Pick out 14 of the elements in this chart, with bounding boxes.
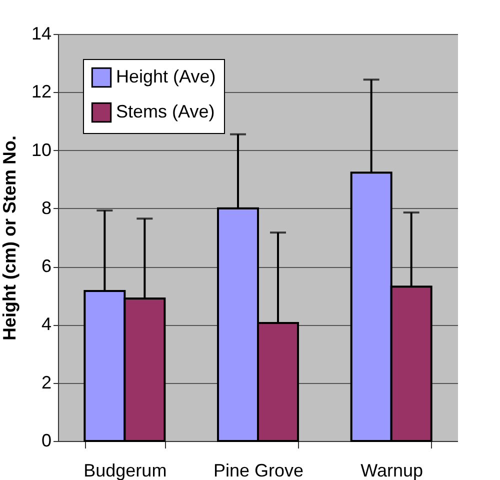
x-tick-label: Pine Grove — [213, 460, 304, 480]
y-tick-label: 14 — [31, 24, 52, 44]
y-tick-label: 0 — [41, 430, 52, 450]
legend-label: Height (Ave) — [116, 66, 216, 86]
y-tick-label: 4 — [41, 314, 52, 334]
x-tick-label: Warnup — [360, 460, 424, 480]
y-tick-label: 12 — [31, 82, 52, 102]
y-tick-label: 6 — [41, 256, 52, 276]
y-tick-label: 8 — [41, 198, 52, 218]
legend-label: Stems (Ave) — [116, 102, 215, 122]
y-axis-title: Height (cm) or Stem No. — [0, 135, 20, 341]
y-tick-label: 2 — [41, 372, 52, 392]
y-tick-label: 10 — [31, 140, 52, 160]
x-tick-label: Budgerum — [84, 460, 167, 480]
